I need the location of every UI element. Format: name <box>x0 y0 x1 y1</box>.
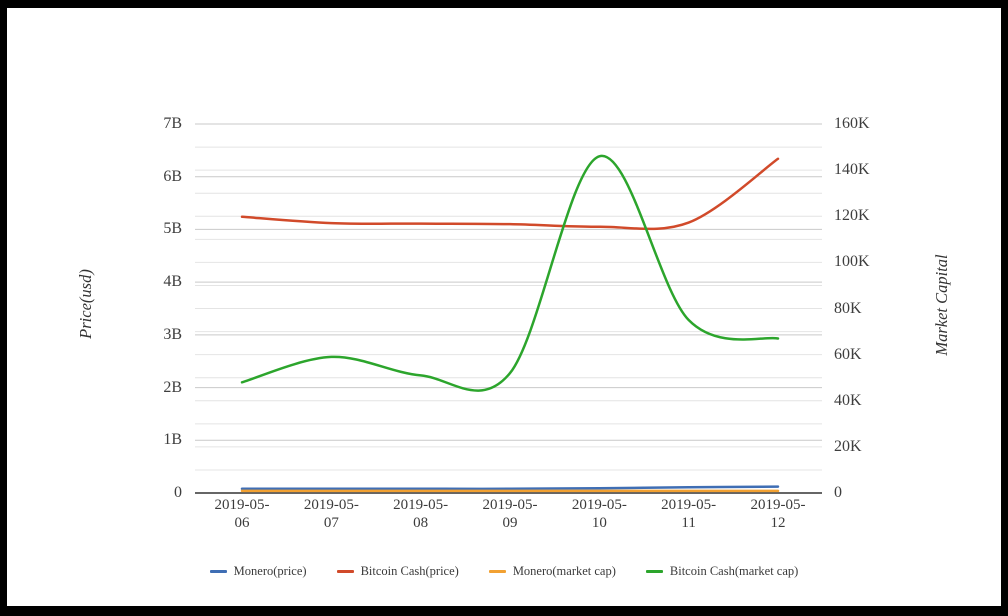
right-axis-title: Market Capital <box>932 254 951 356</box>
x-tick-line2: 09 <box>502 514 518 531</box>
left-axis-tick-label: 0 <box>174 484 182 501</box>
left-axis-tick-label: 6B <box>163 167 182 185</box>
x-tick-line2: 11 <box>681 514 696 531</box>
x-axis-tick-label: 2019-05- 11 <box>643 497 735 532</box>
legend-label: Monero(market cap) <box>512 564 616 578</box>
left-axis-tick-label: 7B <box>163 115 182 132</box>
legend-item-bitcoin-cash-price[interactable]: Bitcoin Cash(price) <box>336 563 459 579</box>
right-axis-tick-label: 80K <box>834 299 862 317</box>
left-axis-tick-label: 3B <box>163 325 182 343</box>
left-axis-tick-label: 2B <box>163 378 182 396</box>
right-axis-tick-label: 0 <box>834 484 842 501</box>
left-axis-tick-label: 5B <box>163 220 182 238</box>
x-tick-line1: 2019-05- <box>393 497 449 513</box>
left-axis-tick-label: 1B <box>163 431 182 449</box>
right-axis-tick-label: 20K <box>834 437 862 455</box>
x-tick-line2: 08 <box>413 514 429 531</box>
legend-swatch-icon <box>336 569 354 573</box>
series-line-bitcoin-cash-price <box>240 157 780 231</box>
x-axis-tick-label: 2019-05- 08 <box>375 497 467 532</box>
series-line-bitcoin-cash-market-cap <box>240 155 780 392</box>
legend-label: Bitcoin Cash(market cap) <box>669 564 799 578</box>
legend-item-monero-price[interactable]: Monero(price) <box>209 563 307 579</box>
x-axis-tick-label: 2019-05- 09 <box>464 497 556 532</box>
left-axis-title: Price(usd) <box>76 269 95 339</box>
right-axis-tick-label: 160K <box>834 115 870 132</box>
x-axis-tick-label: 2019-05- 06 <box>196 497 288 532</box>
right-axis-tick-label: 140K <box>834 161 870 179</box>
x-tick-line1: 2019-05- <box>303 497 359 513</box>
legend-swatch-icon <box>209 569 227 573</box>
right-axis-tick-label: 100K <box>834 253 870 271</box>
x-tick-line1: 2019-05- <box>571 497 627 513</box>
series-line-monero-price <box>240 485 780 491</box>
x-tick-line1: 2019-05- <box>214 497 270 513</box>
page-background <box>7 8 1001 606</box>
right-axis-tick-label: 60K <box>834 345 862 363</box>
x-tick-line1: 2019-05- <box>750 497 806 513</box>
x-tick-line2: 07 <box>323 514 339 531</box>
x-axis-tick-label: 2019-05- 07 <box>285 497 377 532</box>
x-tick-line2: 12 <box>770 514 786 531</box>
right-axis-tick-label: 40K <box>834 391 862 409</box>
x-tick-line2: 10 <box>591 514 607 531</box>
legend-label: Bitcoin Cash(price) <box>360 564 459 578</box>
legend-swatch-icon <box>488 569 506 573</box>
chart-legend: Monero(price) Bitcoin Cash(price) Monero(m… <box>104 563 904 579</box>
x-axis-tick-label: 2019-05- 12 <box>732 497 824 532</box>
legend-item-bitcoin-cash-market-cap[interactable]: Bitcoin Cash(market cap) <box>645 563 799 579</box>
right-axis-tick-label: 120K <box>834 207 870 225</box>
x-tick-line1: 2019-05- <box>661 497 717 513</box>
left-axis-tick-label: 4B <box>163 273 182 291</box>
legend-label: Monero(price) <box>233 564 307 578</box>
x-tick-line1: 2019-05- <box>482 497 538 513</box>
legend-swatch-icon <box>645 569 663 573</box>
x-axis-tick-label: 2019-05- 10 <box>553 497 645 532</box>
legend-item-monero-market-cap[interactable]: Monero(market cap) <box>488 563 616 579</box>
x-tick-line2: 06 <box>234 514 250 531</box>
